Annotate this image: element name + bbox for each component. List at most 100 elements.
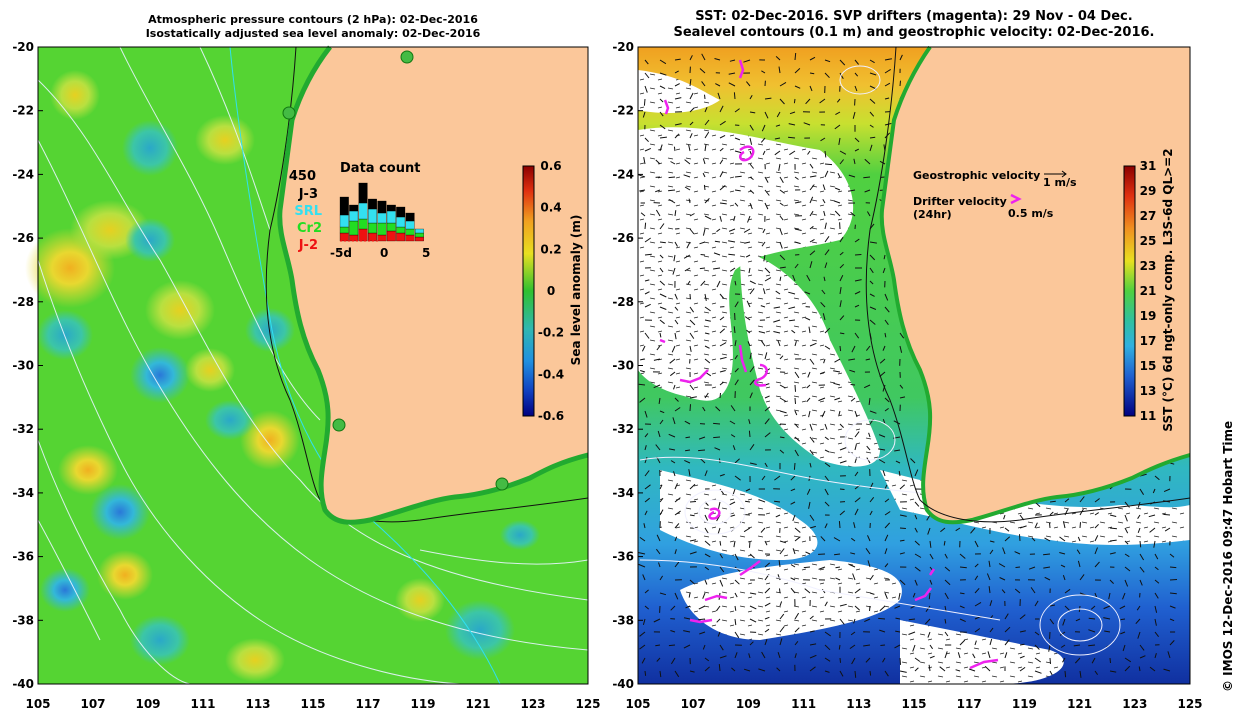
velocity-arrow: [899, 484, 906, 490]
velocity-arrow: [819, 98, 826, 104]
velocity-arrow: [683, 174, 691, 178]
data-count-bar-segment: [358, 218, 368, 230]
velocity-arrow: [884, 82, 891, 87]
velocity-arrow: [1034, 670, 1042, 674]
colorbar-tick-label: -0.4: [538, 367, 564, 381]
velocity-arrow: [854, 605, 860, 611]
velocity-arrow: [848, 174, 856, 178]
velocity-arrow: [699, 241, 706, 245]
velocity-arrow: [673, 146, 676, 152]
velocity-arrow: [955, 669, 961, 672]
velocity-arrow: [659, 136, 667, 139]
velocity-arrow: [914, 501, 920, 507]
velocity-arrow: [674, 97, 682, 100]
velocity-arrow: [656, 548, 661, 555]
velocity-arrow: [689, 539, 697, 542]
velocity-arrow: [699, 631, 706, 635]
velocity-arrow: [1088, 617, 1096, 620]
velocity-arrow: [1139, 644, 1145, 651]
velocity-arrow: [764, 267, 771, 274]
velocity-arrow: [684, 159, 691, 165]
velocity-arrow: [820, 536, 826, 542]
velocity-arrow: [719, 655, 727, 659]
velocity-arrow: [749, 641, 754, 646]
velocity-arrow: [809, 358, 815, 365]
velocity-arrow: [749, 366, 755, 373]
colorbar-tick-label: 0.2: [540, 242, 561, 256]
velocity-arrow: [734, 137, 741, 141]
velocity-arrow: [734, 618, 737, 626]
velocity-arrow: [758, 331, 766, 334]
velocity-arrow: [689, 670, 695, 673]
velocity-arrow: [1088, 629, 1096, 633]
velocity-arrow: [824, 631, 831, 637]
data-count-bar-segment: [368, 198, 377, 210]
velocity-arrow: [744, 316, 751, 321]
velocity-arrow: [809, 666, 816, 672]
velocity-arrow: [776, 667, 781, 672]
velocity-arrow: [849, 644, 856, 650]
velocity-arrow: [761, 124, 766, 132]
velocity-arrow: [689, 332, 695, 339]
velocity-arrow: [749, 163, 754, 169]
left-y-tick-label: -36: [12, 550, 34, 564]
velocity-arrow: [764, 97, 772, 100]
velocity-arrow: [899, 539, 905, 542]
velocity-arrow: [698, 449, 706, 452]
velocity-arrow: [717, 631, 721, 637]
velocity-arrow: [884, 534, 889, 542]
velocity-arrow: [865, 548, 871, 555]
velocity-arrow: [1109, 657, 1111, 664]
velocity-arrow: [944, 566, 951, 572]
velocity-arrow: [762, 288, 766, 295]
velocity-arrow: [869, 410, 877, 414]
velocity-arrow: [644, 605, 650, 610]
velocity-arrow: [823, 358, 826, 364]
velocity-arrow: [668, 176, 676, 179]
velocity-arrow: [988, 560, 991, 568]
velocity-arrow: [834, 358, 841, 363]
legend-cr2: Cr2: [297, 221, 322, 236]
velocity-arrow: [790, 488, 796, 492]
velocity-arrow: [809, 342, 817, 347]
velocity-arrow: [713, 422, 721, 425]
velocity-arrow: [758, 668, 766, 672]
velocity-arrow: [895, 460, 901, 464]
velocity-arrow: [1109, 539, 1117, 542]
velocity-arrow: [839, 510, 846, 516]
velocity-arrow: [854, 332, 860, 339]
velocity-arrow: [659, 484, 663, 490]
velocity-arrow: [779, 276, 782, 282]
velocity-arrow: [929, 553, 934, 560]
velocity-arrow: [1004, 536, 1011, 542]
velocity-arrow: [824, 249, 830, 256]
velocity-arrow: [824, 644, 831, 651]
velocity-arrow: [668, 433, 676, 438]
velocity-arrow: [822, 184, 826, 191]
velocity-arrow: [824, 523, 828, 529]
velocity-arrow: [854, 588, 861, 594]
velocity-arrow: [884, 97, 890, 100]
velocity-arrow: [1077, 560, 1081, 568]
velocity-arrow: [1169, 579, 1178, 581]
velocity-arrow: [734, 579, 740, 585]
velocity-arrow: [764, 432, 771, 438]
velocity-arrow: [1124, 514, 1128, 522]
velocity-arrow: [839, 150, 847, 155]
velocity-arrow: [673, 471, 676, 477]
velocity-arrow: [974, 628, 981, 633]
velocity-arrow: [854, 410, 858, 418]
sst-colorbar: 31 29 27 25 23 21 19 17 15 13 11 SST (°C) 6d ngt-o…: [1123, 148, 1175, 432]
velocity-arrow: [734, 605, 737, 611]
colorbar-tick-label: -0.2: [538, 326, 564, 340]
velocity-arrow: [824, 462, 831, 468]
velocity-arrow: [731, 667, 736, 672]
velocity-arrow: [820, 137, 826, 142]
data-count-bar-segment: [386, 204, 396, 212]
velocity-arrow: [659, 332, 662, 338]
velocity-arrow: [838, 137, 841, 145]
velocity-arrow: [644, 237, 651, 243]
velocity-arrow: [794, 536, 801, 542]
velocity-arrow: [761, 241, 766, 247]
left-y-tick-label: -32: [12, 422, 34, 436]
